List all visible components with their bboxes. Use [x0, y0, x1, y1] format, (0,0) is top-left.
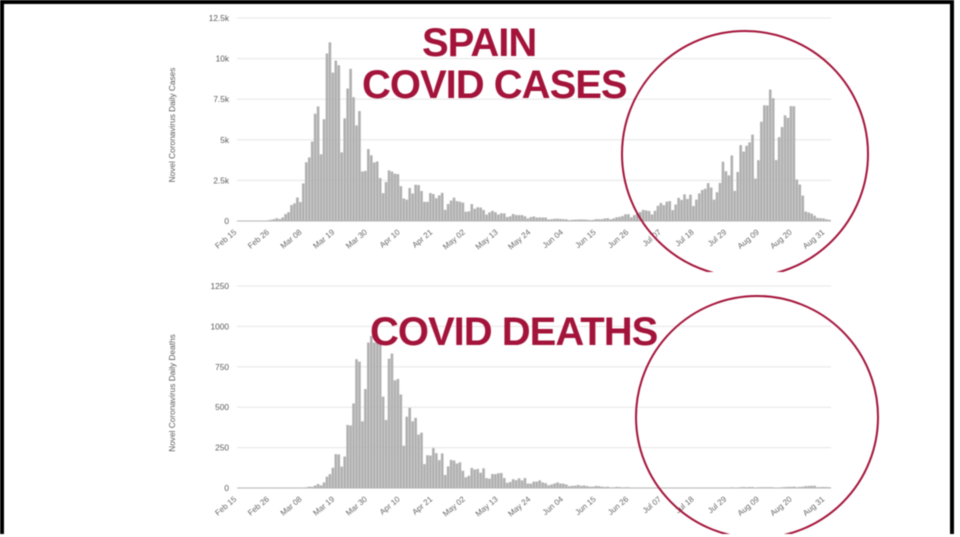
svg-text:Mar 30: Mar 30 [344, 494, 369, 517]
svg-text:2.5k: 2.5k [213, 175, 230, 185]
svg-text:Jul 18: Jul 18 [674, 227, 697, 248]
svg-text:May 02: May 02 [441, 494, 467, 518]
svg-text:COVID DEATHS: COVID DEATHS [370, 310, 658, 354]
svg-text:Jul 18: Jul 18 [674, 494, 697, 515]
svg-text:Apr 21: Apr 21 [410, 227, 434, 249]
svg-text:Aug 31: Aug 31 [801, 227, 827, 251]
svg-text:Mar 08: Mar 08 [279, 494, 304, 517]
svg-text:Jun 26: Jun 26 [606, 494, 631, 517]
svg-text:250: 250 [215, 443, 229, 453]
svg-text:Apr 21: Apr 21 [410, 494, 434, 516]
svg-text:12.5k: 12.5k [209, 13, 230, 23]
svg-text:Jul 07: Jul 07 [641, 494, 664, 515]
svg-text:May 24: May 24 [506, 494, 532, 518]
svg-text:Feb 15: Feb 15 [213, 494, 238, 517]
svg-text:Aug 31: Aug 31 [801, 494, 827, 518]
svg-text:Jul 07: Jul 07 [641, 227, 664, 248]
svg-text:Novel Coronavirus Daily Cases: Novel Coronavirus Daily Cases [167, 68, 177, 183]
svg-text:COVID CASES: COVID CASES [362, 63, 627, 107]
svg-text:SPAIN: SPAIN [422, 21, 536, 65]
svg-text:10k: 10k [216, 54, 230, 64]
svg-text:Feb 26: Feb 26 [246, 227, 271, 250]
svg-text:Feb 26: Feb 26 [246, 494, 271, 517]
svg-text:Aug 20: Aug 20 [768, 494, 794, 518]
svg-text:Aug 20: Aug 20 [768, 227, 794, 251]
svg-text:500: 500 [215, 402, 229, 412]
svg-text:5k: 5k [220, 135, 230, 145]
svg-text:1000: 1000 [211, 321, 230, 331]
svg-text:Jun 15: Jun 15 [573, 494, 598, 517]
svg-text:Mar 08: Mar 08 [279, 227, 304, 250]
svg-text:Jun 26: Jun 26 [606, 227, 631, 250]
svg-text:Apr 10: Apr 10 [378, 227, 402, 249]
svg-text:Jul 29: Jul 29 [706, 494, 729, 515]
svg-text:Jun 04: Jun 04 [541, 227, 566, 250]
svg-text:0: 0 [224, 483, 229, 493]
svg-text:Mar 19: Mar 19 [311, 227, 336, 250]
svg-text:7.5k: 7.5k [213, 94, 230, 104]
svg-text:Mar 19: Mar 19 [311, 494, 336, 517]
svg-text:0: 0 [224, 216, 229, 226]
svg-text:Jul 29: Jul 29 [706, 227, 729, 248]
svg-text:Apr 10: Apr 10 [378, 494, 402, 516]
svg-text:May 13: May 13 [474, 494, 500, 518]
svg-text:May 24: May 24 [506, 227, 532, 251]
svg-text:Aug 09: Aug 09 [736, 227, 762, 251]
svg-text:750: 750 [215, 362, 229, 372]
svg-text:May 02: May 02 [441, 227, 467, 251]
svg-text:Aug 09: Aug 09 [736, 494, 762, 518]
svg-text:Feb 15: Feb 15 [213, 227, 238, 250]
svg-text:Jun 15: Jun 15 [573, 227, 598, 250]
svg-text:Jun 04: Jun 04 [541, 494, 566, 517]
svg-text:Mar 30: Mar 30 [344, 227, 369, 250]
svg-text:1250: 1250 [211, 281, 230, 291]
svg-text:May 13: May 13 [474, 227, 500, 251]
svg-text:Novel Coronavirus Daily Deaths: Novel Coronavirus Daily Deaths [167, 334, 177, 452]
